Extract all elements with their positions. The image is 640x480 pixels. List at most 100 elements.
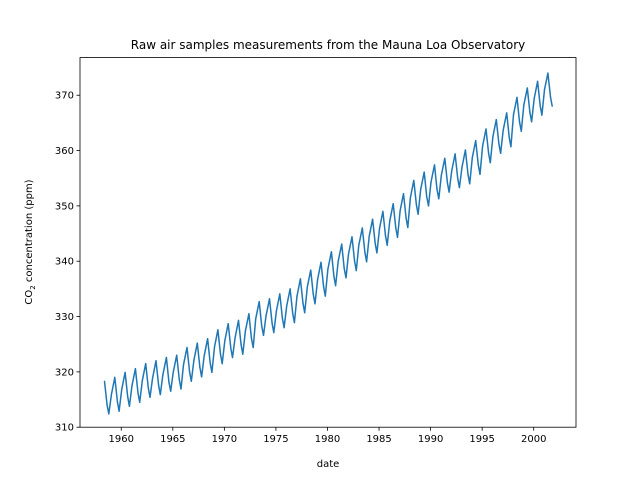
x-tick-label: 2000 <box>521 434 546 445</box>
data-point <box>376 252 378 254</box>
y-tick-label: 360 <box>55 146 74 157</box>
data-point <box>250 337 253 339</box>
data-point <box>292 312 294 314</box>
x-tick-label: 1985 <box>366 434 391 445</box>
data-point <box>481 145 484 147</box>
x-axis: 1960 1965 1970 1975 1980 1985 1990 1995 2000 <box>109 427 546 445</box>
data-point <box>131 385 133 387</box>
data-point <box>502 129 504 131</box>
y-axis: 310 320 330 340 350 360 370 <box>55 91 80 434</box>
x-tick-label: 1965 <box>160 434 185 445</box>
data-point <box>402 193 405 195</box>
data-point <box>506 112 508 114</box>
data-point <box>211 371 213 374</box>
data-point <box>415 204 418 206</box>
data-point <box>533 97 535 100</box>
data-point <box>209 362 211 364</box>
x-tick-label: 1990 <box>418 434 443 445</box>
data-point <box>118 410 120 412</box>
y-axis-label-subscript: 2 <box>29 285 37 289</box>
data-point <box>495 118 497 121</box>
data-point <box>382 210 384 213</box>
data-point <box>471 157 473 159</box>
y-tick-label: 320 <box>55 367 74 378</box>
data-point <box>433 164 436 166</box>
data-point <box>207 338 209 340</box>
data-point <box>203 355 205 357</box>
data-point <box>258 301 260 303</box>
data-point <box>526 87 528 89</box>
data-point <box>182 364 185 366</box>
data-point <box>145 362 147 365</box>
data-point <box>196 342 198 344</box>
data-point <box>386 244 388 246</box>
data-point <box>547 72 549 74</box>
data-point <box>155 360 157 362</box>
data-point <box>124 371 126 374</box>
data-point <box>248 313 250 315</box>
data-point <box>168 381 170 383</box>
y-tick-label: 310 <box>55 423 74 434</box>
data-point <box>165 356 167 359</box>
data-point <box>405 217 407 219</box>
co2-series-line <box>103 72 553 415</box>
data-point <box>139 401 141 403</box>
data-point <box>141 380 143 382</box>
data-point <box>230 347 232 349</box>
data-point <box>392 203 394 205</box>
data-point <box>320 261 322 263</box>
data-point <box>549 96 552 98</box>
data-point <box>221 362 223 365</box>
data-point <box>438 198 440 200</box>
data-point <box>458 187 460 189</box>
data-point <box>399 210 401 212</box>
chart-title: Raw air samples measurements from the Ma… <box>131 38 525 52</box>
data-point <box>417 213 419 215</box>
data-point <box>190 380 192 382</box>
data-point <box>158 384 160 386</box>
data-point <box>265 315 267 317</box>
data-point <box>317 278 319 281</box>
data-point <box>536 80 539 82</box>
data-point <box>454 153 456 155</box>
data-point <box>199 366 201 369</box>
data-point <box>231 356 234 359</box>
data-point <box>333 275 335 277</box>
data-point <box>409 196 412 199</box>
data-point <box>407 226 409 229</box>
plot-area <box>103 72 553 415</box>
data-point <box>306 286 308 288</box>
data-point <box>492 136 494 138</box>
data-point <box>147 387 149 389</box>
data-point <box>489 162 491 164</box>
data-point <box>327 268 329 270</box>
data-point <box>469 183 471 185</box>
data-point <box>479 173 481 175</box>
data-point <box>275 310 277 312</box>
y-tick-label: 330 <box>55 312 74 323</box>
y-tick-label: 370 <box>55 91 74 102</box>
data-point <box>358 244 360 246</box>
x-tick-label: 1970 <box>212 434 237 445</box>
data-point <box>364 251 366 253</box>
data-point <box>252 346 254 349</box>
data-point <box>224 340 226 342</box>
data-point <box>217 329 219 331</box>
data-point <box>314 303 316 305</box>
data-point <box>371 218 374 220</box>
data-point <box>312 293 314 296</box>
data-point <box>242 353 244 355</box>
data-point <box>467 173 469 175</box>
data-point <box>457 177 459 179</box>
data-point <box>186 346 188 349</box>
data-point <box>116 401 118 403</box>
data-point <box>378 227 381 230</box>
x-axis-label: date <box>317 459 340 470</box>
data-point <box>355 270 357 272</box>
data-point <box>176 354 178 356</box>
data-point <box>324 295 326 297</box>
data-point <box>180 388 182 390</box>
data-point <box>541 114 543 116</box>
x-tick-label: 1980 <box>315 434 340 445</box>
data-point <box>389 220 391 222</box>
